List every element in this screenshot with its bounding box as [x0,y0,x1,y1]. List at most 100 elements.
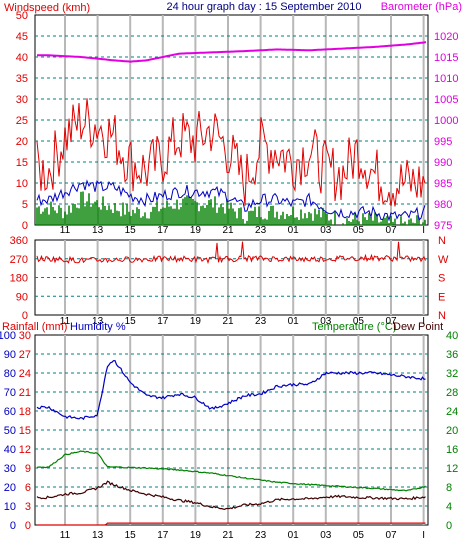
x-tick-label: 03 [320,225,332,236]
x-tick-label: 01 [288,225,300,236]
humidity-tick-label: 100 [0,330,16,342]
humidity-line [36,359,426,421]
x-tick-label: 03 [320,530,332,541]
humidity-tick-label: 40 [4,444,16,456]
x-tick-label: 21 [222,316,234,327]
windspeed-tick-label: 5 [22,199,28,211]
humidity-tick-label: 50 [4,425,16,437]
x-tick-label: 07 [385,316,397,327]
temperature-tick-label: 40 [446,330,458,342]
data-series [36,41,427,526]
temperature-tick-label: 36 [446,349,458,361]
x-tick-label: 05 [353,530,365,541]
x-tick-label: I [422,530,425,541]
x-tick-label: 01 [288,316,300,327]
compass-tick-label: E [438,291,445,303]
temperature-line [36,450,426,492]
windspeed-axis-title: Windspeed (kmh) [4,2,90,14]
windspeed-tick-label: 40 [16,52,28,64]
barometer-tick-label: 985 [434,178,452,190]
x-tick-label: 07 [385,225,397,236]
compass-tick-label: W [438,254,449,266]
barometer-tick-label: 1020 [434,31,458,43]
temperature-tick-label: 4 [446,501,452,513]
x-tick-label: 15 [125,316,137,327]
x-tick-label: 13 [92,530,104,541]
wind-gust-line [36,98,426,207]
rainfall-tick-label: 3 [25,501,31,513]
direction-tick-label: 90 [16,291,28,303]
rainfall-tick-label: 6 [25,482,31,494]
humidity-tick-label: 0 [10,520,16,532]
panel-frame [34,14,429,226]
x-tick-label: 23 [255,530,267,541]
temperature-tick-label: 32 [446,368,458,380]
temperature-tick-label: 24 [446,406,458,418]
rainfall-tick-label: 30 [19,330,31,342]
rainfall-line [37,522,426,526]
rainfall-tick-label: 12 [19,444,31,456]
chart-title: 24 hour graph day : 15 September 2010 [166,1,361,13]
direction-tick-label: 0 [22,310,28,322]
x-tick-label: 13 [92,316,104,327]
rainfall-tick-label: 15 [19,425,31,437]
windspeed-tick-label: 0 [22,220,28,232]
compass-tick-label: S [438,273,445,285]
temperature-tick-label: 0 [446,520,452,532]
x-tick-label: I [422,225,425,236]
rainfall-tick-label: 27 [19,349,31,361]
rainfall-tick-label: 18 [19,406,31,418]
x-tick-label: 19 [190,530,202,541]
direction-tick-label: 180 [10,273,28,285]
x-tick-label: 07 [385,530,397,541]
panel-frames [34,14,429,526]
x-tick-label: 05 [353,316,365,327]
humidity-tick-label: 90 [4,349,16,361]
humidity-tick-label: 10 [4,501,16,513]
x-tick-label: 19 [190,225,202,236]
humidity-tick-label: 60 [4,406,16,418]
windspeed-tick-label: 10 [16,178,28,190]
wind-speed-line [36,179,426,222]
x-tick-label: 21 [222,225,234,236]
barometer-tick-label: 1000 [434,115,458,127]
direction-tick-label: 270 [10,254,28,266]
x-tick-label: 05 [353,225,365,236]
temperature-tick-label: 8 [446,482,452,494]
windspeed-tick-label: 20 [16,136,28,148]
humidity-tick-label: 80 [4,368,16,380]
temperature-tick-label: 28 [446,387,458,399]
direction-tick-label: 360 [10,235,28,247]
compass-tick-label: N [438,310,446,322]
x-tick-label: 11 [60,530,71,541]
temperature-tick-label: 16 [446,444,458,456]
barometer-tick-label: 980 [434,199,452,211]
barometer-tick-label: 975 [434,220,452,232]
temperature-tick-label: 12 [446,463,458,475]
windspeed-tick-label: 45 [16,31,28,43]
x-tick-label: 15 [125,225,137,236]
barometer-line [37,41,427,63]
rainfall-tick-label: 21 [19,387,31,399]
rainfall-tick-label: 0 [25,520,31,532]
x-tick-label: 11 [60,316,71,327]
wind-direction-line [36,241,426,265]
temperature-axis-title: Temperature (°C) [312,321,396,333]
panel-frame [34,239,429,316]
x-tick-label: 21 [222,530,234,541]
x-tick-label: 13 [92,225,104,236]
rainfall-tick-label: 9 [25,463,31,475]
panel-frame [34,334,429,526]
x-tick-label: 15 [125,530,137,541]
dewpoint-axis-title: Dew Point [393,321,443,333]
humidity-tick-label: 70 [4,387,16,399]
x-tick-label: I [422,316,425,327]
temperature-tick-label: 20 [446,425,458,437]
x-tick-label: 23 [255,225,267,236]
x-tick-label: 17 [157,530,169,541]
humidity-axis-title: Humidity % [70,321,126,333]
humidity-tick-label: 30 [4,463,16,475]
barometer-axis-title: Barometer (hPa) [381,1,462,13]
x-tick-label: 19 [190,316,202,327]
